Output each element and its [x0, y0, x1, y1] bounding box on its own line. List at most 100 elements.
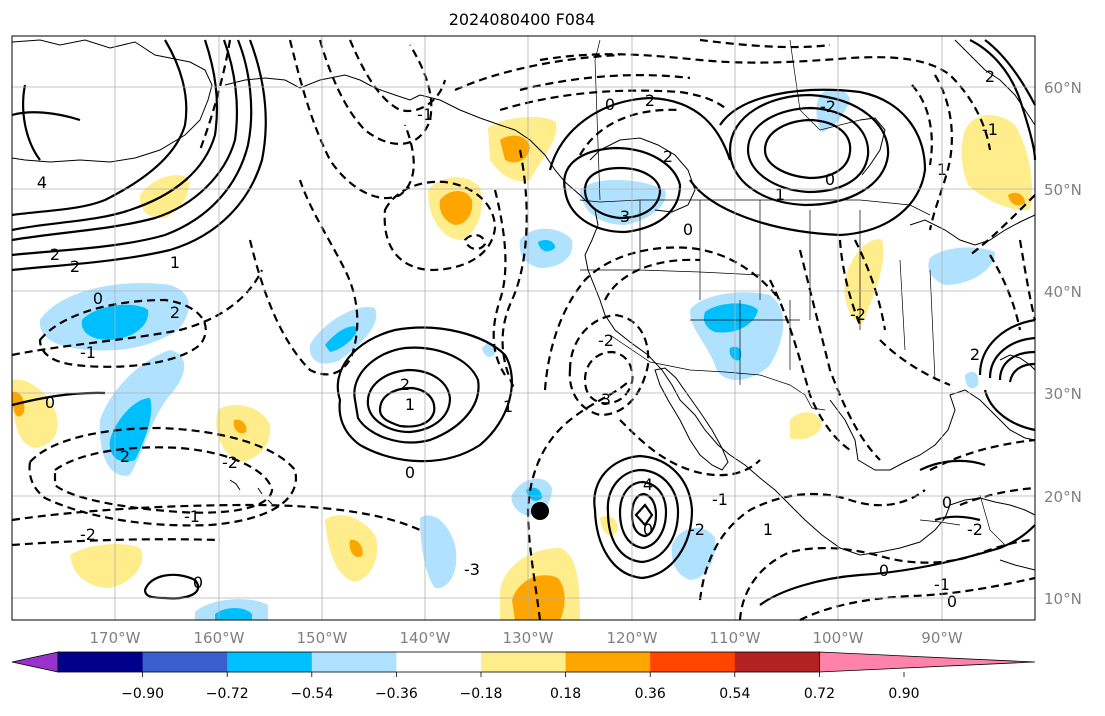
positive-anomaly-region [790, 412, 822, 440]
contour-label: 2 [663, 147, 673, 166]
positive-anomaly-region [349, 539, 363, 558]
gridlines [12, 36, 1035, 620]
contour-label: -2 [850, 305, 866, 324]
colorbar-segment [734, 652, 820, 672]
colorbar-segment [311, 652, 397, 672]
contour-label: 1 [170, 253, 180, 272]
contour-label: 2 [50, 245, 60, 264]
contour-label: 0 [643, 520, 653, 539]
positive-anomaly-region [500, 135, 530, 163]
contour-label: 0 [825, 170, 835, 189]
negative-anomaly-region [538, 240, 555, 252]
colorbar-segment [565, 652, 651, 672]
contour-label: -3 [464, 560, 480, 579]
latitude-label: 20°N [1044, 488, 1082, 506]
colorbar-tick-label: 0.90 [888, 686, 919, 702]
positive-anomaly-region [439, 191, 473, 225]
longitude-label: 170°W [90, 629, 141, 647]
contour-label: 1 [775, 185, 785, 204]
longitude-label: 100°W [813, 629, 864, 647]
contour-label: 0 [193, 573, 203, 592]
contour-label: -2 [80, 525, 96, 544]
contour-label: 2 [120, 447, 130, 466]
colorbar-extend-low [11, 651, 59, 673]
colorbar-tick-label: 0.54 [719, 686, 750, 702]
negative-anomaly-region [482, 343, 496, 357]
contour-label: 1 [503, 397, 513, 416]
negative-anomaly-region [703, 303, 758, 333]
colorbar-segment [396, 652, 482, 672]
contour-labels: 4 2 2 1 0 2 -1 0 2 -2 -1 2 1 0 1 -2 0 -3… [37, 67, 998, 611]
longitude-label: 120°W [607, 629, 658, 647]
contour-label: 0 [45, 393, 55, 412]
negative-anomaly-region [215, 608, 252, 620]
latitude-label: 40°N [1044, 283, 1082, 301]
contour-label: -1 [982, 120, 998, 139]
contour-label: 0 [683, 220, 693, 239]
longitude-label: 90°W [921, 629, 963, 647]
figure-title: 2024080400 F084 [449, 10, 596, 29]
contour-label: 2 [70, 257, 80, 276]
longitude-label: 110°W [710, 629, 761, 647]
negative-anomaly-region [325, 326, 358, 352]
longitude-label: 140°W [400, 629, 451, 647]
colorbar-segment [481, 652, 567, 672]
shading-layer [12, 88, 1032, 620]
longitude-label: 160°W [194, 629, 245, 647]
colorbar-tick-label: 0.72 [804, 686, 835, 702]
contour-label: 4 [37, 173, 47, 192]
colorbar-tick-label: 0.18 [550, 686, 581, 702]
negative-anomaly-region [420, 515, 457, 589]
positive-anomaly-region [961, 115, 1032, 211]
contour-label: 0 [605, 95, 615, 114]
colorbar-segment [650, 652, 736, 672]
contour-label: 0 [879, 561, 889, 580]
contour-label: -2 [689, 520, 705, 539]
colorbar-tick-label: −0.72 [206, 686, 249, 702]
contour-label: 1 [405, 395, 415, 414]
negative-anomaly-region [729, 346, 742, 361]
contour-label: 3 [601, 390, 611, 409]
colorbar: −0.90 −0.72 −0.54 −0.36 −0.18 0.18 0.36 0.54 0.7… [11, 651, 1036, 702]
positive-anomaly-region [139, 175, 189, 219]
storm-center-marker [531, 502, 549, 520]
colorbar-segment [227, 652, 313, 672]
latitude-label: 50°N [1044, 181, 1082, 199]
contour-label: -2 [820, 97, 836, 116]
contour-label: -1 [80, 343, 96, 362]
contour-label: 2 [170, 303, 180, 322]
colorbar-segment [142, 652, 228, 672]
positive-anomaly-region [1008, 192, 1025, 206]
negative-anomaly-region [965, 371, 979, 389]
contour-label: -1 [184, 507, 200, 526]
positive-anomaly-region [844, 239, 884, 325]
contour-label: 2 [985, 67, 995, 86]
colorbar-segment [58, 652, 144, 672]
map-frame [11, 35, 1036, 621]
map-panel: 4 2 2 1 0 2 -1 0 2 -2 -1 2 1 0 1 -2 0 -3… [11, 35, 1037, 621]
latitude-labels: 60°N 50°N 40°N 30°N 20°N 10°N [1044, 79, 1082, 608]
colorbar-tick-label: −0.18 [460, 686, 503, 702]
positive-anomaly-region [12, 379, 58, 448]
contour-label: -2 [222, 453, 238, 472]
contour-label: 2 [645, 91, 655, 110]
contour-label: 2 [400, 375, 410, 394]
contour-label: -2 [598, 331, 614, 350]
colorbar-tick-label: −0.36 [375, 686, 418, 702]
latitude-label: 60°N [1044, 79, 1082, 97]
positive-anomaly-region [70, 544, 143, 588]
colorbar-extend-high [819, 651, 1036, 673]
colorbar-outline [57, 651, 820, 673]
positive-anomaly-region [233, 419, 247, 434]
negative-anomaly-region [928, 247, 995, 285]
contour-label: -2 [967, 520, 983, 539]
contour-label: 0 [93, 289, 103, 308]
contour-label: 1 [763, 520, 773, 539]
longitude-labels: 170°W 160°W 150°W 140°W 130°W 120°W 110°W 100°W… [90, 629, 963, 647]
contour-label: 3 [620, 207, 630, 226]
positive-anomaly-region [216, 405, 271, 462]
contour-label: 0 [947, 592, 957, 611]
contour-label: 0 [942, 493, 952, 512]
latitude-label: 10°N [1044, 590, 1082, 608]
